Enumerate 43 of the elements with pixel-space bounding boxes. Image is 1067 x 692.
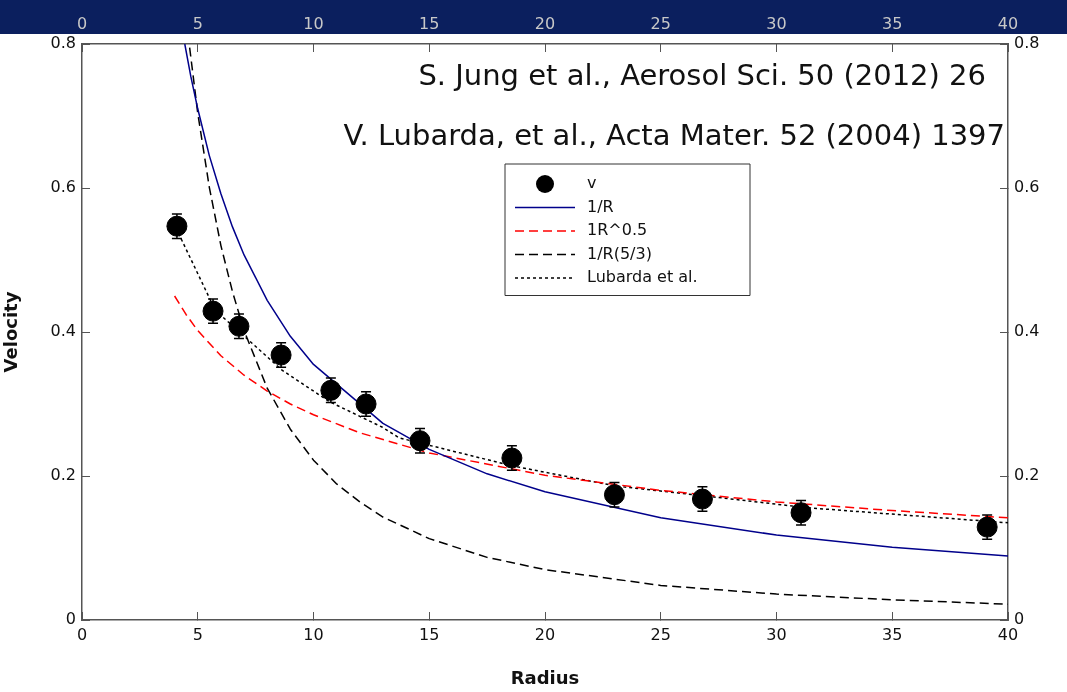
x-axis-title: Radius (510, 666, 580, 688)
y-tick-label: 0.2 (50, 465, 76, 485)
x-tick-label: 20 (534, 624, 556, 644)
x2-tick-label: 40 (997, 13, 1019, 33)
y2-tick-label: 0.8 (1014, 33, 1040, 53)
point (270, 344, 292, 366)
y-tick-label: 0.4 (50, 321, 76, 341)
point (603, 484, 625, 506)
y-tick-label: 0.8 (50, 33, 76, 53)
y-tick-label: 0 (65, 609, 76, 629)
x2-tick-label: 10 (303, 13, 324, 33)
point (202, 300, 224, 322)
line-series (173, 295, 1008, 519)
point (355, 393, 377, 415)
y-axis-title: Velocity (0, 291, 22, 373)
x2-tick-label: 5 (192, 13, 203, 33)
point (409, 430, 431, 452)
x-tick-label: 30 (766, 624, 787, 644)
annotation: S. Jung et al., Aerosol Sci. 50 (2012) 26 (418, 57, 986, 92)
x-tick-label: 5 (192, 624, 203, 644)
y-tick-label: 0.6 (50, 177, 76, 197)
legend-label: 1/R(5/3) (587, 243, 652, 263)
x-tick-label: 25 (650, 624, 671, 644)
point (691, 488, 713, 510)
x-tick-label: 15 (419, 624, 440, 644)
point (976, 516, 998, 538)
legend-label: Lubarda et al. (587, 267, 698, 287)
x2-tick-label: 20 (534, 13, 556, 33)
x-tick-label: 10 (303, 624, 324, 644)
x-tick-label: 35 (882, 624, 903, 644)
y2-tick-label: 0.4 (1014, 321, 1040, 341)
legend-label: v (587, 173, 597, 193)
legend-label: 1R^0.5 (587, 220, 648, 240)
x2-tick-label: 25 (650, 13, 671, 33)
y2-tick-label: 0.6 (1014, 177, 1040, 197)
x2-tick-label: 30 (766, 13, 787, 33)
point (790, 502, 812, 524)
legend-label: 1/R (587, 196, 614, 216)
annotation: V. Lubarda, et al., Acta Mater. 52 (2004) 1397 (343, 117, 1005, 152)
x2-tick-label: 35 (882, 13, 903, 33)
y2-tick-label: 0.2 (1014, 465, 1040, 485)
x2-tick-label: 15 (419, 13, 440, 33)
point (320, 379, 342, 401)
